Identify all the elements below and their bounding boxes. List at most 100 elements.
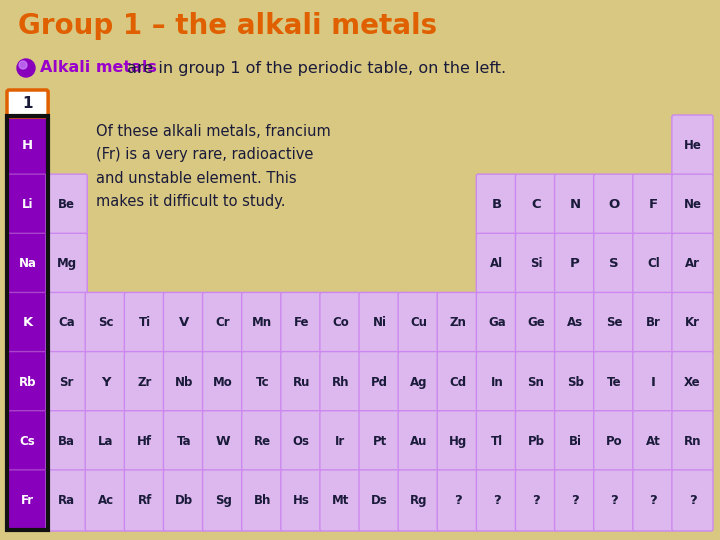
FancyBboxPatch shape: [242, 411, 283, 472]
Text: Br: Br: [646, 316, 661, 329]
Text: Ac: Ac: [98, 494, 114, 507]
Text: ?: ?: [611, 494, 618, 507]
Text: Rf: Rf: [138, 494, 152, 507]
FancyBboxPatch shape: [398, 352, 439, 413]
Text: Cs: Cs: [19, 435, 35, 448]
Text: Se: Se: [606, 316, 623, 329]
Text: Ar: Ar: [685, 258, 700, 271]
Text: Ag: Ag: [410, 376, 428, 389]
Text: Li: Li: [22, 198, 33, 211]
Text: Zn: Zn: [449, 316, 467, 329]
Text: Mo: Mo: [213, 376, 233, 389]
FancyBboxPatch shape: [672, 352, 713, 413]
FancyBboxPatch shape: [46, 470, 87, 531]
FancyBboxPatch shape: [7, 293, 48, 354]
FancyBboxPatch shape: [437, 293, 478, 354]
FancyBboxPatch shape: [437, 411, 478, 472]
FancyBboxPatch shape: [46, 293, 87, 354]
Text: Fe: Fe: [294, 316, 309, 329]
FancyBboxPatch shape: [46, 174, 87, 235]
FancyBboxPatch shape: [7, 115, 48, 176]
FancyBboxPatch shape: [437, 470, 478, 531]
Text: Mt: Mt: [332, 494, 349, 507]
FancyBboxPatch shape: [633, 233, 674, 294]
Text: K: K: [22, 316, 32, 329]
Text: La: La: [98, 435, 114, 448]
FancyBboxPatch shape: [281, 352, 322, 413]
FancyBboxPatch shape: [672, 293, 713, 354]
FancyBboxPatch shape: [85, 411, 126, 472]
FancyBboxPatch shape: [202, 470, 243, 531]
FancyBboxPatch shape: [7, 90, 48, 117]
Text: B: B: [492, 198, 502, 211]
Text: Re: Re: [253, 435, 271, 448]
Text: Ra: Ra: [58, 494, 75, 507]
FancyBboxPatch shape: [594, 293, 635, 354]
FancyBboxPatch shape: [554, 352, 595, 413]
FancyBboxPatch shape: [477, 233, 518, 294]
Text: In: In: [490, 376, 503, 389]
Text: Ru: Ru: [292, 376, 310, 389]
Text: Sg: Sg: [215, 494, 232, 507]
Text: Al: Al: [490, 258, 503, 271]
Text: At: At: [646, 435, 661, 448]
FancyBboxPatch shape: [594, 233, 635, 294]
FancyBboxPatch shape: [202, 411, 243, 472]
FancyBboxPatch shape: [202, 352, 243, 413]
Text: O: O: [608, 198, 620, 211]
Text: Nb: Nb: [175, 376, 193, 389]
FancyBboxPatch shape: [672, 174, 713, 235]
FancyBboxPatch shape: [672, 115, 713, 176]
Text: Po: Po: [606, 435, 623, 448]
FancyBboxPatch shape: [281, 470, 322, 531]
Text: Pb: Pb: [528, 435, 544, 448]
FancyBboxPatch shape: [242, 293, 283, 354]
FancyBboxPatch shape: [554, 470, 595, 531]
Text: V: V: [179, 316, 189, 329]
FancyBboxPatch shape: [359, 470, 400, 531]
FancyBboxPatch shape: [125, 352, 166, 413]
Text: W: W: [216, 435, 230, 448]
Text: Cd: Cd: [449, 376, 467, 389]
FancyBboxPatch shape: [281, 411, 322, 472]
FancyBboxPatch shape: [516, 470, 557, 531]
Text: Group 1 – the alkali metals: Group 1 – the alkali metals: [18, 12, 437, 40]
Text: Cu: Cu: [410, 316, 427, 329]
Text: ?: ?: [571, 494, 579, 507]
Text: Pd: Pd: [371, 376, 388, 389]
Text: He: He: [683, 139, 701, 152]
Text: S: S: [609, 258, 619, 271]
Text: Ta: Ta: [176, 435, 192, 448]
FancyBboxPatch shape: [320, 293, 361, 354]
Text: Rg: Rg: [410, 494, 428, 507]
Text: Ba: Ba: [58, 435, 75, 448]
FancyBboxPatch shape: [477, 411, 518, 472]
FancyBboxPatch shape: [7, 174, 48, 235]
Text: Ca: Ca: [58, 316, 75, 329]
FancyBboxPatch shape: [85, 293, 126, 354]
Text: Ne: Ne: [683, 198, 701, 211]
Text: Db: Db: [175, 494, 193, 507]
Text: Co: Co: [332, 316, 348, 329]
FancyBboxPatch shape: [554, 174, 595, 235]
FancyBboxPatch shape: [516, 233, 557, 294]
FancyBboxPatch shape: [516, 293, 557, 354]
Text: Ni: Ni: [372, 316, 387, 329]
Text: Zr: Zr: [138, 376, 152, 389]
FancyBboxPatch shape: [125, 411, 166, 472]
Text: Rh: Rh: [332, 376, 349, 389]
FancyBboxPatch shape: [7, 233, 48, 294]
Text: Na: Na: [19, 258, 37, 271]
FancyBboxPatch shape: [594, 174, 635, 235]
FancyBboxPatch shape: [46, 411, 87, 472]
Text: Te: Te: [607, 376, 621, 389]
Text: Bh: Bh: [253, 494, 271, 507]
Text: Ti: Ti: [139, 316, 151, 329]
FancyBboxPatch shape: [437, 352, 478, 413]
Text: Ga: Ga: [488, 316, 505, 329]
FancyBboxPatch shape: [359, 293, 400, 354]
FancyBboxPatch shape: [7, 352, 48, 413]
FancyBboxPatch shape: [594, 352, 635, 413]
FancyBboxPatch shape: [46, 233, 87, 294]
FancyBboxPatch shape: [163, 352, 204, 413]
